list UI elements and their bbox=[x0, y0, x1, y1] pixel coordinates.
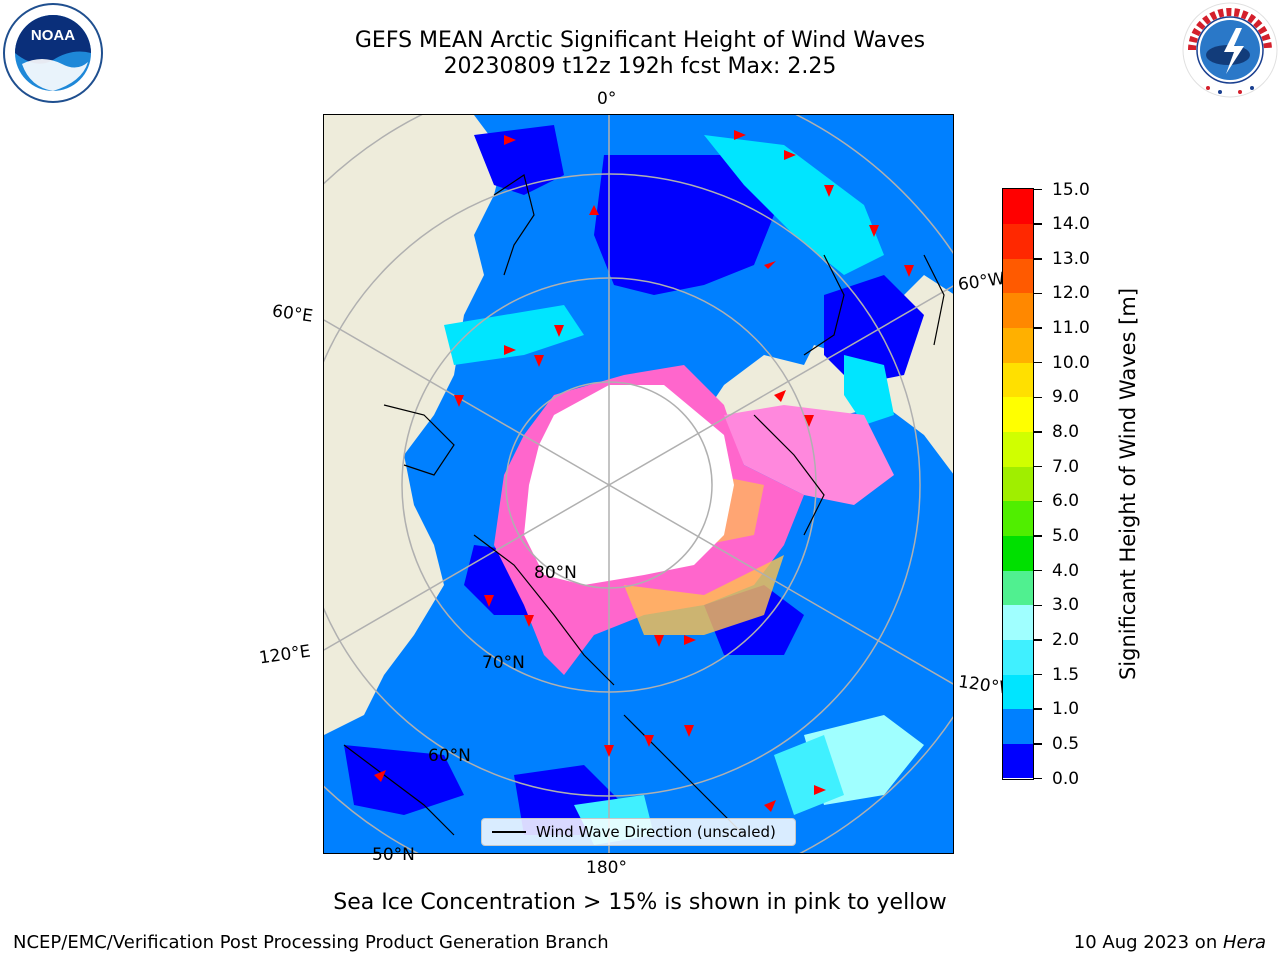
colorbar-segment bbox=[1003, 500, 1033, 536]
arctic-map bbox=[323, 114, 954, 854]
lon-label-0: 0° bbox=[597, 89, 617, 109]
colorbar-segment bbox=[1003, 362, 1033, 398]
colorbar-tick bbox=[1034, 777, 1042, 780]
chart-subtitle: 20230809 t12z 192h fcst Max: 2.25 bbox=[443, 54, 837, 79]
colorbar-segment bbox=[1003, 570, 1033, 606]
colorbar-segment bbox=[1003, 639, 1033, 675]
colorbar-segment bbox=[1003, 743, 1033, 779]
colorbar-tick-label: 10.0 bbox=[1052, 352, 1090, 373]
lat-label-60: 60°N bbox=[428, 746, 471, 766]
colorbar-tick bbox=[1034, 535, 1042, 537]
lon-label-60e: 60°E bbox=[270, 301, 315, 327]
colorbar-segment bbox=[1003, 604, 1033, 640]
colorbar-tick bbox=[1034, 361, 1042, 364]
colorbar-tick-label: 14.0 bbox=[1052, 214, 1090, 235]
colorbar-segment bbox=[1003, 292, 1033, 329]
colorbar-tick-label: 8.0 bbox=[1052, 422, 1080, 443]
legend-label: Wind Wave Direction (unscaled) bbox=[536, 823, 776, 841]
map-legend: Wind Wave Direction (unscaled) bbox=[481, 818, 796, 846]
colorbar-segment bbox=[1003, 258, 1033, 294]
colorbar-tick bbox=[1034, 708, 1042, 710]
lon-label-60w: 60°W bbox=[956, 268, 1007, 296]
colorbar-tick bbox=[1034, 604, 1042, 606]
colorbar-tick bbox=[1034, 569, 1042, 572]
colorbar-tick-label: 12.0 bbox=[1052, 283, 1090, 304]
colorbar-tick bbox=[1034, 431, 1042, 433]
coastlines bbox=[343, 174, 945, 836]
lon-label-120e: 120°E bbox=[257, 641, 312, 669]
colorbar-tick-label: 11.0 bbox=[1052, 318, 1090, 339]
colorbar-segment bbox=[1003, 327, 1033, 363]
colorbar-tick-label: 4.0 bbox=[1052, 560, 1080, 581]
colorbar-tick-label: 15.0 bbox=[1052, 179, 1090, 200]
colorbar-segment bbox=[1003, 535, 1033, 571]
colorbar-tick-label: 0.0 bbox=[1052, 768, 1080, 789]
colorbar-segment bbox=[1003, 223, 1033, 259]
noaa-logo: NOAA bbox=[2, 2, 104, 104]
colorbar-tick-label: 5.0 bbox=[1052, 525, 1080, 546]
legend-line-icon bbox=[492, 831, 526, 833]
footer-right: 10 Aug 2023 on Hera bbox=[1074, 932, 1266, 953]
sea-ice-layer bbox=[494, 365, 894, 675]
colorbar-segment bbox=[1003, 674, 1033, 710]
lat-label-50: 50°N bbox=[372, 845, 415, 865]
colorbar-tick-label: 6.0 bbox=[1052, 491, 1080, 512]
nws-logo bbox=[1180, 0, 1280, 100]
colorbar-tick bbox=[1034, 223, 1042, 225]
lon-label-180: 180° bbox=[586, 858, 627, 878]
colorbar-segment bbox=[1003, 466, 1033, 502]
colorbar-tick bbox=[1034, 465, 1042, 468]
colorbar-tick bbox=[1034, 327, 1042, 329]
noaa-logo-text: NOAA bbox=[31, 27, 75, 44]
colorbar-tick bbox=[1034, 396, 1042, 399]
colorbar-tick-label: 2.0 bbox=[1052, 629, 1080, 650]
colorbar-tick-label: 1.5 bbox=[1052, 664, 1080, 685]
colorbar-tick bbox=[1034, 292, 1042, 295]
map-svg bbox=[324, 115, 953, 853]
colorbar-tick-label: 9.0 bbox=[1052, 387, 1080, 408]
footer-left: NCEP/EMC/Verification Post Processing Pr… bbox=[13, 932, 609, 953]
colorbar-title: Significant Height of Wind Waves [m] bbox=[1116, 287, 1140, 681]
colorbar-segment bbox=[1003, 708, 1033, 744]
chart-title: GEFS MEAN Arctic Significant Height of W… bbox=[354, 28, 926, 53]
wind-arrows bbox=[374, 130, 914, 812]
lat-label-70: 70°N bbox=[482, 653, 525, 673]
footer-date: 10 Aug 2023 on bbox=[1073, 932, 1223, 953]
colorbar-segment bbox=[1003, 189, 1033, 225]
colorbar-tick bbox=[1034, 188, 1042, 191]
colorbar-segment bbox=[1003, 431, 1033, 467]
colorbar-tick-label: 3.0 bbox=[1052, 595, 1080, 616]
colorbar-segment bbox=[1003, 396, 1033, 433]
colorbar-tick bbox=[1034, 673, 1042, 676]
colorbar-tick bbox=[1034, 639, 1042, 641]
lat-label-80: 80°N bbox=[534, 563, 577, 583]
colorbar-tick bbox=[1034, 258, 1042, 260]
colorbar-tick-label: 1.0 bbox=[1052, 699, 1080, 720]
colorbar-tick-label: 7.0 bbox=[1052, 456, 1080, 477]
colorbar bbox=[1002, 188, 1034, 780]
footer-host: Hera bbox=[1222, 932, 1266, 953]
colorbar-tick-label: 13.0 bbox=[1052, 248, 1090, 269]
caption: Sea Ice Concentration > 15% is shown in … bbox=[333, 890, 947, 915]
colorbar-tick bbox=[1034, 743, 1042, 745]
colorbar-tick-label: 0.5 bbox=[1052, 733, 1080, 754]
colorbar-tick bbox=[1034, 500, 1042, 503]
